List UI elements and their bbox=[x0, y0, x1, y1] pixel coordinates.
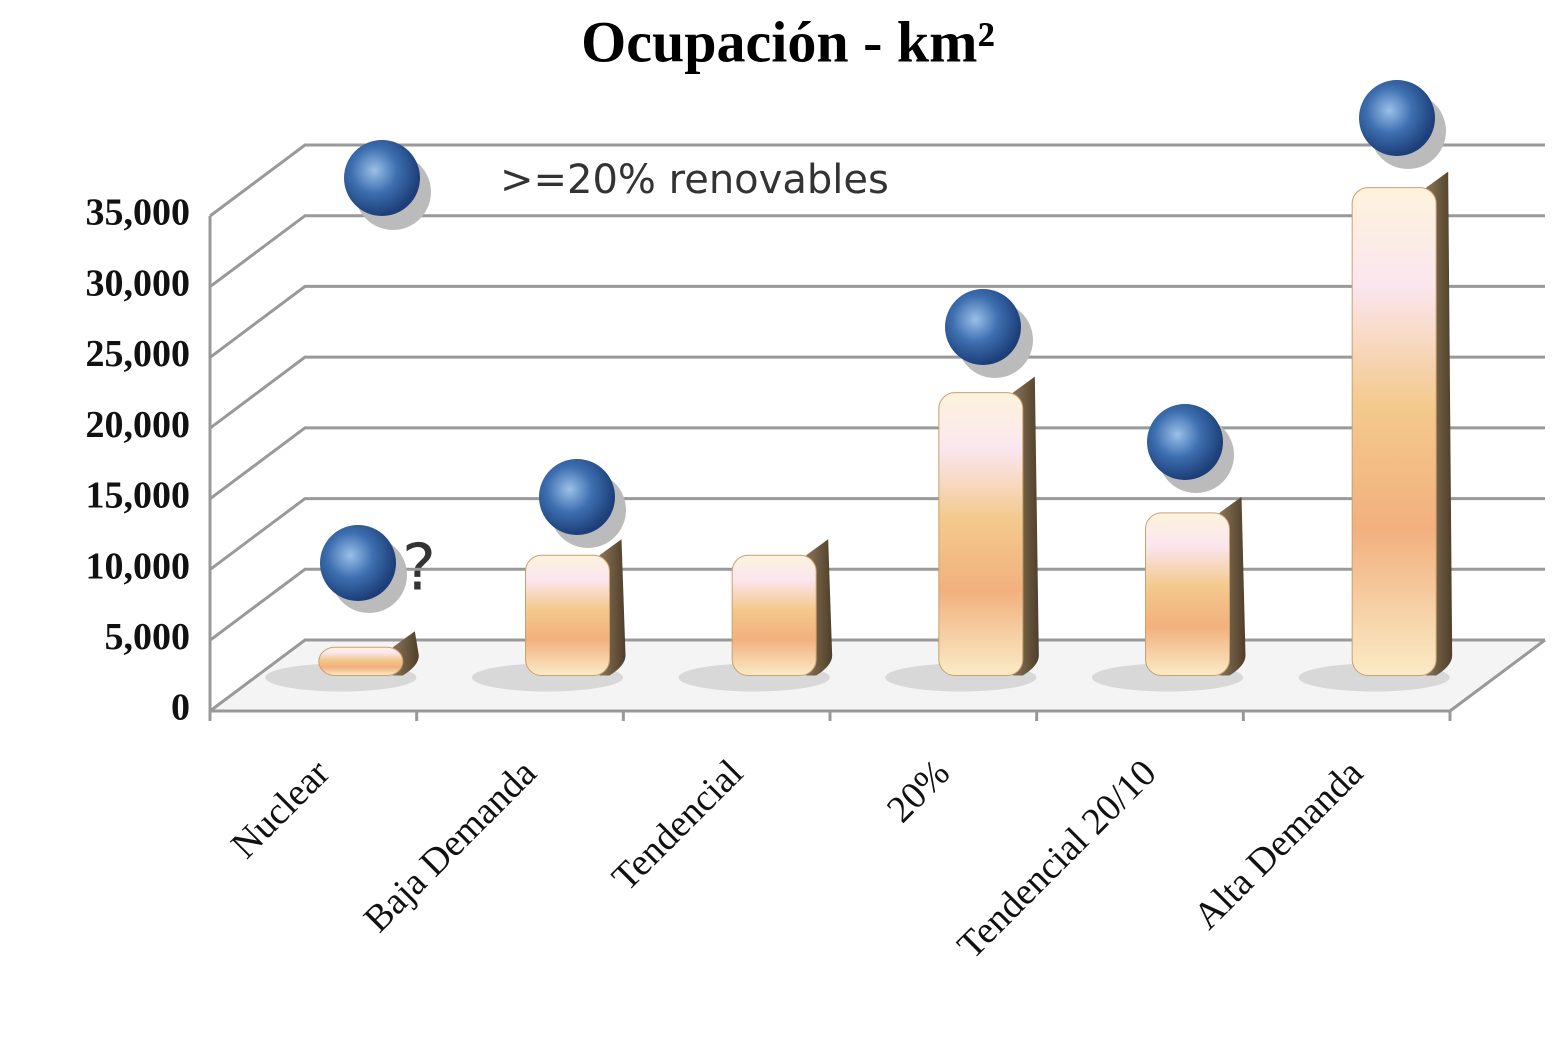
bar bbox=[1145, 512, 1230, 676]
globe bbox=[320, 525, 407, 613]
globe bbox=[344, 140, 431, 230]
floor-edge bbox=[1449, 638, 1546, 713]
globe bbox=[945, 289, 1033, 378]
bar bbox=[731, 554, 817, 676]
y-tick-label: 5,000 bbox=[105, 616, 191, 658]
grid-line bbox=[209, 143, 1545, 218]
y-tick-label: 0 bbox=[171, 687, 190, 729]
grid-line bbox=[209, 355, 1545, 430]
grid-line bbox=[209, 567, 1545, 642]
grid-line bbox=[209, 214, 1545, 288]
grid-line bbox=[209, 284, 1545, 359]
x-tick-label: Tendencial 20/10 bbox=[949, 752, 1164, 967]
globe bbox=[539, 459, 626, 548]
x-tick-label: Tendencial bbox=[604, 752, 751, 899]
globe-icons bbox=[320, 80, 1446, 613]
chart-title: Ocupación - km² bbox=[581, 9, 995, 74]
y-tick-label: 35,000 bbox=[86, 192, 191, 234]
y-tick-label: 10,000 bbox=[86, 545, 191, 587]
bar bbox=[525, 554, 610, 676]
bar bbox=[1351, 187, 1437, 676]
globe bbox=[1359, 80, 1446, 169]
annotation: >=20% renovables bbox=[500, 157, 889, 203]
y-tick-label: 15,000 bbox=[86, 475, 191, 517]
globe bbox=[1147, 404, 1234, 493]
grid-line bbox=[209, 426, 1545, 501]
y-tick-label: 25,000 bbox=[86, 333, 191, 375]
bar bbox=[318, 646, 404, 677]
x-tick-label: 20% bbox=[879, 752, 958, 831]
bar bbox=[938, 392, 1024, 676]
grid-line bbox=[209, 497, 1545, 571]
y-tick-label: 20,000 bbox=[86, 404, 191, 446]
y-tick-label: 30,000 bbox=[86, 262, 191, 304]
x-tick-label: Baja Demanda bbox=[356, 752, 545, 941]
x-tick-label: Nuclear bbox=[223, 752, 338, 867]
grid-line bbox=[209, 638, 1545, 713]
x-tick-label: Alta Demanda bbox=[1186, 752, 1372, 938]
